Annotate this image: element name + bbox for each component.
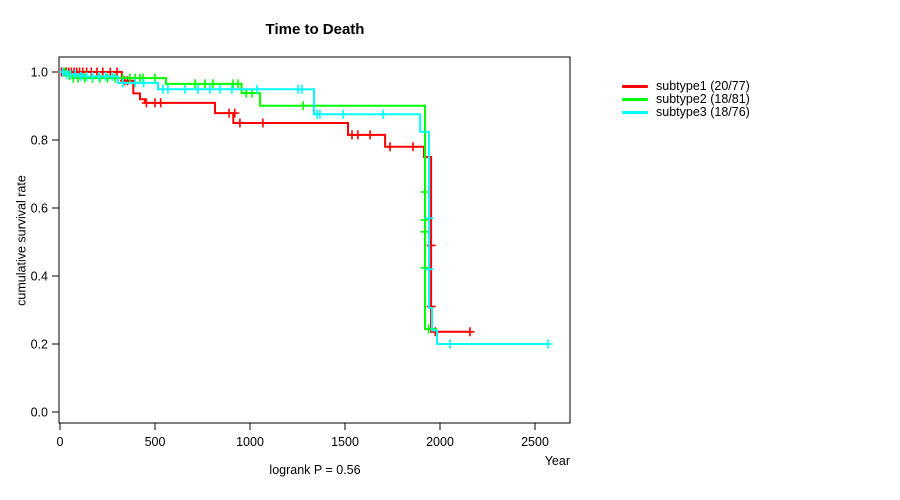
legend-line-swatch-subtype1: [622, 85, 648, 88]
series-subtype2: [60, 67, 437, 334]
censor-marks-subtype3: [58, 67, 553, 349]
y-tick-label: 0.4: [31, 270, 48, 284]
x-tick-label: 1500: [331, 435, 359, 449]
censor-marks-subtype1: [57, 67, 475, 337]
y-axis-label: cumulative survival rate: [14, 175, 29, 306]
legend-item-subtype1: subtype1 (20/77): [622, 80, 750, 93]
x-tick-label: 500: [145, 435, 166, 449]
censor-mark: [163, 84, 173, 94]
y-tick-label: 0.2: [31, 338, 48, 352]
censor-mark: [235, 118, 245, 128]
survival-curve-subtype2: [60, 71, 437, 330]
censor-mark: [141, 98, 151, 108]
legend-label-subtype3: subtype3 (18/76): [656, 105, 750, 119]
censor-mark: [103, 73, 112, 83]
censor-mark: [200, 79, 210, 89]
censor-mark: [150, 73, 160, 83]
censor-mark: [338, 109, 348, 119]
survival-curve-subtype3: [60, 71, 548, 345]
censor-mark: [408, 142, 418, 152]
censor-mark: [465, 327, 475, 337]
legend-item-subtype3: subtype3 (18/76): [622, 106, 750, 119]
censor-mark: [424, 213, 434, 223]
censor-mark: [118, 78, 128, 88]
censor-mark: [297, 84, 307, 94]
censor-mark: [190, 79, 200, 89]
censor-mark: [315, 109, 325, 119]
y-tick-label: 0.8: [31, 134, 48, 148]
x-axis-label: Year: [544, 454, 570, 468]
series-subtype1: [57, 67, 475, 337]
censor-mark: [139, 78, 149, 88]
series-subtype3: [58, 67, 553, 349]
legend-line-swatch-subtype2: [622, 98, 648, 101]
x-tick-label: 2000: [426, 435, 454, 449]
logrank-annotation: logrank P = 0.56: [269, 463, 361, 477]
censor-mark: [156, 98, 166, 108]
censor-mark: [543, 339, 553, 349]
legend: subtype1 (20/77) subtype2 (18/81) subtype3…: [622, 80, 750, 119]
censor-mark: [445, 339, 455, 349]
censor-mark: [230, 108, 240, 118]
censor-mark: [130, 78, 140, 88]
chart-title: Time to Death: [265, 21, 365, 38]
censor-mark: [95, 73, 105, 83]
censor-mark: [385, 142, 395, 152]
censor-mark: [112, 67, 122, 77]
censor-mark: [70, 69, 80, 79]
censor-mark: [205, 84, 215, 94]
censor-mark: [227, 84, 237, 94]
censor-mark: [365, 130, 375, 140]
legend-item-subtype2: subtype2 (18/81): [622, 93, 750, 106]
x-tick-label: 2500: [521, 435, 549, 449]
plot-box: [58, 56, 571, 424]
censor-mark: [107, 71, 117, 81]
legend-label-subtype1: subtype1 (20/77): [656, 79, 750, 93]
censor-mark: [353, 130, 363, 140]
x-tick-label: 0: [57, 435, 64, 449]
censor-mark: [424, 264, 434, 274]
censor-mark: [426, 240, 436, 250]
y-tick-label: 0.0: [31, 406, 48, 420]
censor-mark: [252, 84, 262, 94]
legend-label-subtype2: subtype2 (18/81): [656, 92, 750, 106]
censor-marks-subtype2: [60, 67, 434, 334]
censor-mark: [180, 84, 190, 94]
censor-mark: [208, 79, 218, 89]
censor-mark: [378, 109, 388, 119]
y-axis: 0.0 0.2 0.4 0.6 0.8 1.0: [31, 66, 59, 420]
censor-mark: [298, 101, 308, 111]
legend-line-swatch-subtype3: [622, 111, 648, 114]
censor-mark: [215, 84, 225, 94]
censor-mark: [258, 118, 268, 128]
x-axis: 0 500 1000 1500 2000 2500: [57, 423, 549, 449]
survival-curve-subtype1: [60, 71, 470, 333]
censor-mark: [193, 84, 203, 94]
censor-mark: [233, 79, 243, 89]
y-tick-label: 0.6: [31, 202, 48, 216]
x-tick-label: 1000: [236, 435, 264, 449]
y-tick-label: 1.0: [31, 66, 48, 80]
